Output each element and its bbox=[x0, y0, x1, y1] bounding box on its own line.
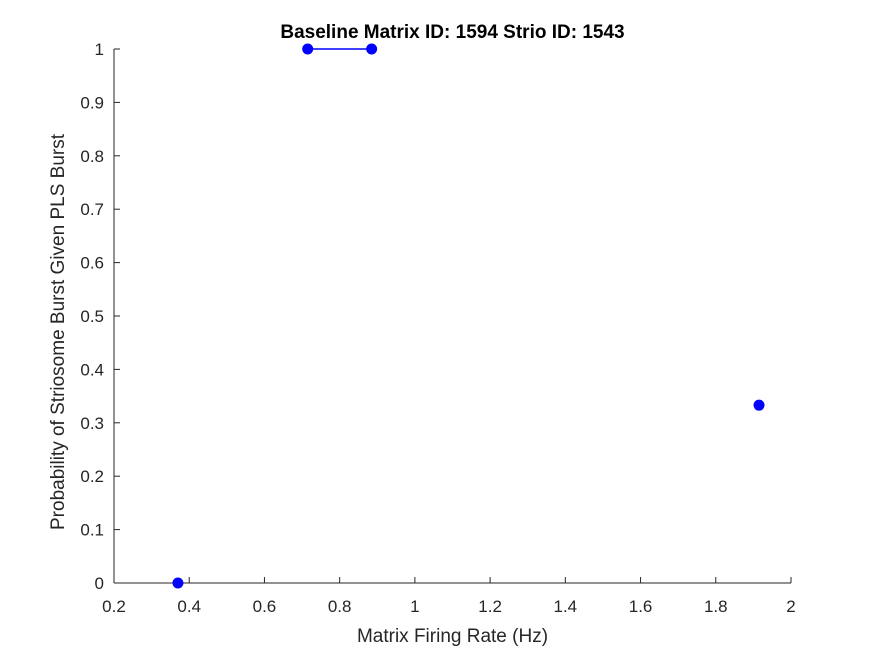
x-tick-label: 1.6 bbox=[629, 597, 653, 616]
y-tick-label: 0.4 bbox=[80, 360, 104, 379]
axes bbox=[113, 49, 791, 584]
y-axis-label: Probability of Striosome Burst Given PLS… bbox=[48, 133, 69, 530]
y-tick-label: 0.7 bbox=[80, 200, 104, 219]
x-tick-label: 0.6 bbox=[253, 597, 277, 616]
y-tick-label: 0.1 bbox=[80, 521, 104, 540]
y-tick-label: 0.9 bbox=[80, 93, 104, 112]
y-tick-label: 0.2 bbox=[80, 467, 104, 486]
y-ticks: 0 0.1 0.2 0.3 0.4 0.5 0.6 0.7 0.8 0.9 1 bbox=[80, 40, 120, 593]
data-point bbox=[172, 577, 184, 589]
x-tick-label: 0.2 bbox=[102, 597, 126, 616]
y-tick-label: 0.8 bbox=[80, 147, 104, 166]
x-tick-label: 0.8 bbox=[328, 597, 352, 616]
x-ticks: 0.2 0.4 0.6 0.8 1 1.2 1.4 1.6 1.8 2 bbox=[102, 577, 796, 616]
y-tick-label: 0.6 bbox=[80, 254, 104, 273]
chart-title: Baseline Matrix ID: 1594 Strio ID: 1543 bbox=[280, 22, 624, 43]
x-tick-label: 2 bbox=[786, 597, 795, 616]
x-tick-label: 1.4 bbox=[554, 597, 578, 616]
y-tick-label: 0 bbox=[95, 574, 104, 593]
y-tick-label: 0.5 bbox=[80, 307, 104, 326]
x-axis-label: Matrix Firing Rate (Hz) bbox=[357, 626, 548, 647]
x-tick-label: 1.8 bbox=[704, 597, 728, 616]
x-tick-label: 1.2 bbox=[478, 597, 502, 616]
data-point bbox=[302, 43, 314, 55]
plot-area bbox=[172, 43, 765, 589]
data-point bbox=[753, 399, 765, 411]
data-point bbox=[366, 43, 378, 55]
y-tick-label: 0.3 bbox=[80, 414, 104, 433]
x-tick-label: 0.4 bbox=[177, 597, 201, 616]
y-tick-label: 1 bbox=[95, 40, 104, 59]
x-tick-label: 1 bbox=[410, 597, 419, 616]
